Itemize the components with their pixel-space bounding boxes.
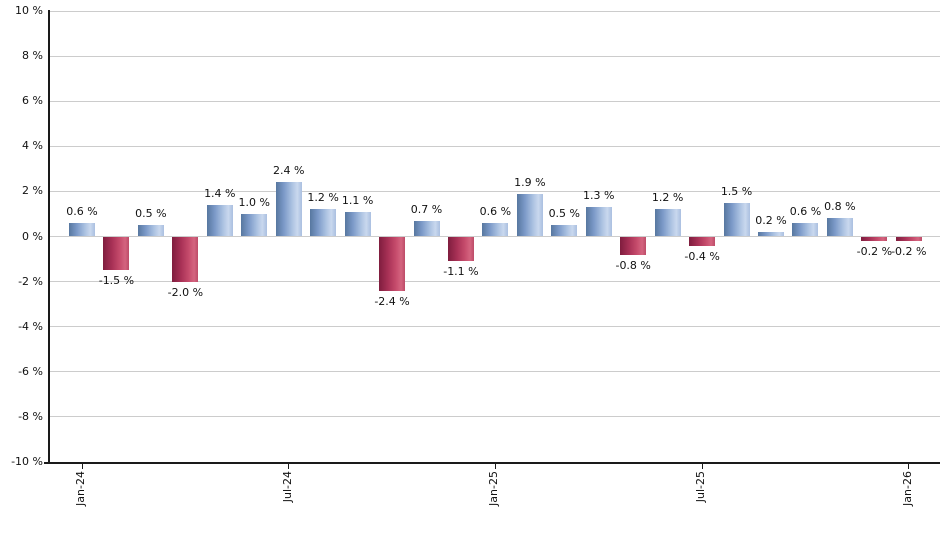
bar-value-label: 0.6 % xyxy=(789,204,822,218)
bar-value-label: 1.0 % xyxy=(238,195,270,209)
bar-value-label: 1.5 % xyxy=(720,184,753,198)
x-axis-label: Jan-24 xyxy=(74,471,87,506)
bar xyxy=(379,236,406,291)
x-axis-tick xyxy=(81,463,83,469)
gridline xyxy=(49,416,940,418)
x-axis-label: Jan-26 xyxy=(900,471,914,506)
gridline xyxy=(49,10,940,12)
bar-value-label: 1.3 % xyxy=(583,189,615,203)
bar xyxy=(241,213,268,237)
bar xyxy=(310,209,337,237)
y-axis-label: -6 % xyxy=(18,364,43,378)
x-axis-tick xyxy=(701,463,703,469)
bar-value-label: 1.2 % xyxy=(651,191,684,205)
y-axis-label: 6 % xyxy=(22,94,43,108)
gridline xyxy=(49,236,940,237)
gridline xyxy=(49,371,940,373)
bar xyxy=(413,220,440,237)
bar-value-label: -0.2 % xyxy=(891,245,927,258)
bar-value-label: 0.5 % xyxy=(135,207,167,221)
x-axis-label: Jan-25 xyxy=(487,471,501,506)
bar xyxy=(69,222,95,237)
bar xyxy=(516,193,543,237)
x-axis-line xyxy=(44,461,940,464)
gridline xyxy=(49,190,940,192)
bar xyxy=(172,236,199,282)
bar-value-label: -2.0 % xyxy=(167,285,204,299)
bar xyxy=(585,207,612,237)
y-axis-label: -4 % xyxy=(18,319,43,333)
bar xyxy=(689,236,716,246)
x-axis-tick xyxy=(288,463,290,469)
y-axis-line xyxy=(48,10,50,463)
bar-value-label: 1.1 % xyxy=(341,193,374,207)
y-axis-label: -2 % xyxy=(18,274,43,288)
bar xyxy=(654,209,681,237)
bar-value-label: -0.4 % xyxy=(684,249,720,263)
bar-value-label: 0.5 % xyxy=(548,207,581,221)
x-axis-tick xyxy=(494,463,496,469)
bar xyxy=(447,236,474,262)
gridline xyxy=(49,55,940,57)
y-axis-label: 10 % xyxy=(15,4,43,17)
gridline xyxy=(49,281,940,283)
y-axis-label: -10 % xyxy=(11,455,43,468)
bar-value-label: -2.4 % xyxy=(374,294,410,308)
gridline xyxy=(49,145,940,147)
bar xyxy=(137,225,164,237)
y-axis-label: 2 % xyxy=(22,184,43,198)
y-axis-label: 4 % xyxy=(22,139,43,153)
bar-value-label: 1.4 % xyxy=(204,186,236,200)
x-axis-tick xyxy=(908,463,910,469)
bar xyxy=(826,218,853,237)
x-axis-label: Jul-24 xyxy=(280,471,294,503)
bar-value-label: -1.1 % xyxy=(443,265,479,279)
bar-value-label: 2.4 % xyxy=(272,164,305,178)
bar xyxy=(620,236,647,255)
bar-value-label: 0.8 % xyxy=(824,200,856,214)
y-axis-label: -8 % xyxy=(18,409,43,423)
bar xyxy=(482,222,509,237)
bar xyxy=(792,222,819,237)
bar-value-label: -1.5 % xyxy=(98,274,135,288)
bar xyxy=(861,236,888,241)
x-axis-label: Jul-25 xyxy=(694,471,708,503)
bar xyxy=(103,236,130,271)
bar-value-label: -0.8 % xyxy=(615,258,651,272)
bar xyxy=(895,236,922,241)
bar-value-label: 0.2 % xyxy=(755,213,787,227)
bar xyxy=(723,202,750,237)
bar-value-label: 0.6 % xyxy=(479,204,512,218)
bar-value-label: 1.9 % xyxy=(514,175,546,189)
bar xyxy=(275,182,302,237)
bar xyxy=(758,231,784,237)
y-axis-label: 8 % xyxy=(22,49,43,63)
bar-value-label: -0.2 % xyxy=(856,245,893,258)
bar xyxy=(551,225,578,237)
bar xyxy=(206,204,233,237)
bar-value-label: 1.2 % xyxy=(307,191,339,205)
y-axis-label: 0 % xyxy=(22,229,43,243)
gridline xyxy=(49,100,940,102)
bar xyxy=(344,211,371,237)
gridline xyxy=(49,326,940,328)
bar-value-label: 0.6 % xyxy=(66,204,98,218)
bar-value-label: 0.7 % xyxy=(410,202,443,216)
